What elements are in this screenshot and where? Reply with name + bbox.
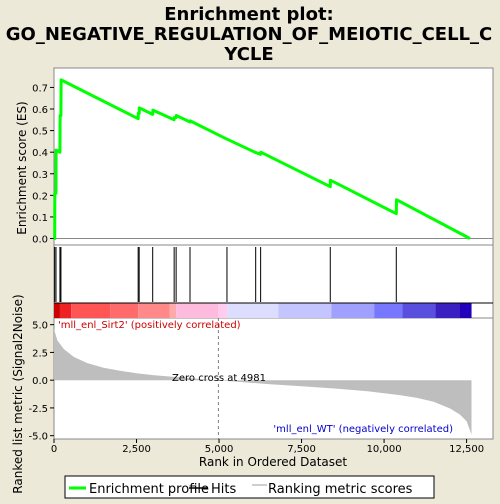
metric-y-tick-label: -2.5 (28, 404, 48, 415)
metric-y-tick-label: -5.0 (28, 432, 48, 443)
metric-y-tick-label: 0.0 (32, 376, 48, 387)
heat-segment (459, 303, 472, 318)
es-y-axis-label: Enrichment score (ES) (15, 101, 29, 234)
title-line-2: GO_NEGATIVE_REGULATION_OF_MEIOTIC_CELL_C (6, 24, 492, 45)
es-y-tick-label: 0.4 (32, 148, 48, 159)
title-line-1: Enrichment plot: (164, 4, 334, 25)
enrichment-profile-line (53, 78, 471, 240)
hit-markers (54, 247, 397, 302)
heat-segment (176, 303, 219, 318)
x-axis-label: Rank in Ordered Dataset (199, 455, 347, 469)
positive-correlation-label: 'mll_enl_Sirt2' (positively correlated) (58, 320, 241, 331)
es-panel (53, 67, 494, 246)
rank-heat-bar (54, 302, 493, 318)
legend-hits-label: Hits (211, 482, 236, 497)
heat-segment (169, 303, 177, 318)
es-y-tick-label: 0.7 (32, 83, 48, 94)
ranking-metric-area (54, 318, 472, 439)
heat-segment (218, 303, 228, 318)
negative-correlation-label: 'mll_enl_WT' (negatively correlated) (273, 424, 453, 435)
es-y-tick-label: 0.0 (32, 235, 48, 246)
metric-y-axis: 5.0 2.5 0.0 -2.5 -5.0 (28, 321, 54, 443)
legend-box (64, 475, 435, 499)
x-tick-label: 2,500 (122, 444, 151, 455)
legend-profile-label: Enrichment profile (89, 482, 209, 497)
es-y-tick-label: 0.6 (32, 105, 48, 116)
x-tick-label: 10,000 (367, 444, 402, 455)
heat-segment (374, 303, 403, 318)
es-y-axis: 0.0 0.1 0.2 0.3 0.4 0.5 0.6 0.7 (32, 83, 54, 246)
zero-cross-label: Zero cross at 4981 (172, 373, 266, 384)
heat-segment (227, 303, 279, 318)
es-y-tick-label: 0.5 (32, 127, 48, 138)
x-tick-label: 7,500 (287, 444, 316, 455)
heat-segment (278, 303, 332, 318)
es-y-tick-label: 0.3 (32, 170, 48, 181)
heat-segment (331, 303, 375, 318)
title-line-3: YCLE (223, 44, 273, 65)
metric-y-tick-label: 2.5 (32, 348, 48, 359)
heat-segment (138, 303, 170, 318)
heat-segment (402, 303, 436, 318)
x-tick-label: 0 (51, 444, 57, 455)
heat-segment (435, 303, 460, 318)
es-y-tick-label: 0.1 (32, 213, 48, 224)
heat-segment (54, 303, 60, 318)
enrichment-profile-path (53, 78, 471, 240)
heat-segment (110, 303, 139, 318)
es-y-tick-label: 0.2 (32, 191, 48, 202)
heat-segment (59, 303, 72, 318)
heat-segment (71, 303, 111, 318)
ranking-metric-fill (54, 329, 472, 435)
x-axis: 0 2,500 5,000 7,500 10,000 12,500 (51, 439, 484, 455)
x-tick-label: 12,500 (449, 444, 484, 455)
x-tick-label: 5,000 (205, 444, 234, 455)
legend-metric-label: Ranking metric scores (268, 482, 413, 497)
metric-y-tick-label: 5.0 (32, 321, 48, 332)
metric-y-axis-label: Ranked list metric (Signal2Noise) (11, 294, 25, 493)
